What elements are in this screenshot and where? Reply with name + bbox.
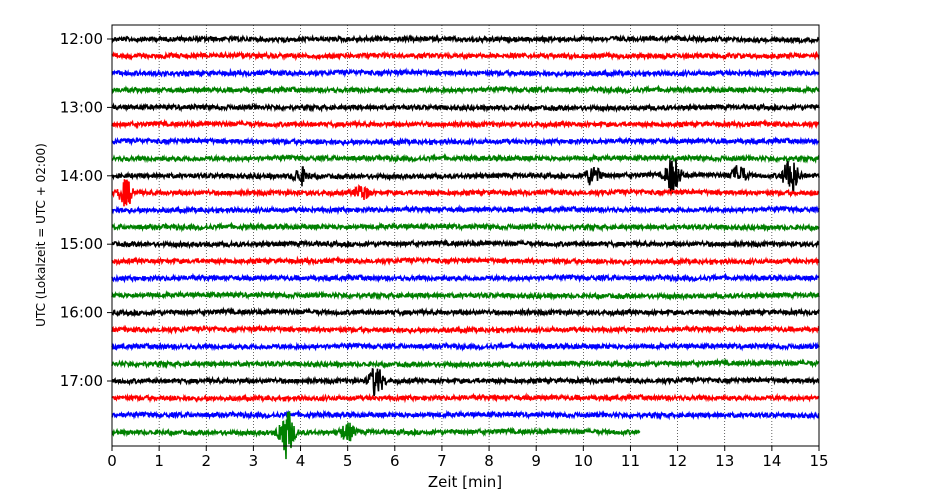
grid-lines — [158, 25, 773, 446]
y-tick-label: 12:00 — [60, 30, 103, 48]
trace-1500 — [111, 238, 820, 250]
trace-1215 — [111, 50, 820, 62]
y-axis-label: UTC (Lokalzeit = UTC + 02:00) — [34, 143, 48, 327]
trace-1200 — [111, 33, 820, 45]
trace-1300 — [111, 102, 820, 114]
x-tick-label: 3 — [249, 452, 259, 470]
plot-frame — [111, 24, 820, 447]
x-tick-label: 14 — [762, 452, 781, 470]
trace-1715 — [111, 392, 820, 404]
trace-1745 — [111, 411, 641, 460]
trace-1345 — [111, 152, 820, 164]
traces — [111, 33, 820, 460]
trace-1400 — [111, 159, 820, 194]
y-axis-ticks: 12:00 13:00 14:00 15:00 16:00 17:00 — [60, 30, 112, 390]
trace-1230 — [111, 67, 820, 79]
trace-1445 — [111, 221, 820, 233]
trace-1730 — [111, 409, 820, 421]
x-axis-ticks: 0 1 2 3 4 5 6 7 8 9 10 11 12 13 14 15 — [107, 446, 829, 470]
trace-1515 — [111, 255, 820, 267]
trace-1315 — [111, 118, 820, 130]
trace-1330 — [111, 135, 820, 147]
y-tick-label: 15:00 — [60, 235, 103, 253]
x-tick-label: 12 — [668, 452, 687, 470]
trace-1530 — [111, 272, 820, 284]
trace-1245 — [111, 84, 820, 96]
x-axis-label: Zeit [min] — [428, 473, 502, 491]
x-tick-label: 11 — [621, 452, 640, 470]
x-tick-label: 4 — [296, 452, 306, 470]
x-tick-label: 7 — [437, 452, 447, 470]
trace-1700 — [111, 367, 820, 397]
x-tick-label: 9 — [531, 452, 541, 470]
trace-1645 — [111, 357, 820, 370]
x-tick-label: 13 — [715, 452, 734, 470]
y-tick-label: 13:00 — [60, 98, 103, 116]
trace-1545 — [111, 289, 820, 302]
x-tick-label: 6 — [390, 452, 400, 470]
y-tick-label: 14:00 — [60, 167, 103, 185]
trace-1630 — [111, 340, 820, 352]
trace-1615 — [111, 323, 820, 336]
trace-1430 — [111, 204, 820, 216]
x-tick-label: 5 — [343, 452, 353, 470]
x-tick-label: 15 — [809, 452, 828, 470]
trace-1415 — [111, 179, 820, 207]
y-tick-label: 16:00 — [60, 304, 103, 322]
x-tick-label: 2 — [201, 452, 211, 470]
trace-1600 — [111, 306, 820, 318]
x-tick-label: 8 — [484, 452, 494, 470]
x-tick-label: 1 — [154, 452, 164, 470]
y-tick-label: 17:00 — [60, 372, 103, 390]
x-tick-label: 10 — [574, 452, 593, 470]
x-tick-label: 0 — [107, 452, 117, 470]
